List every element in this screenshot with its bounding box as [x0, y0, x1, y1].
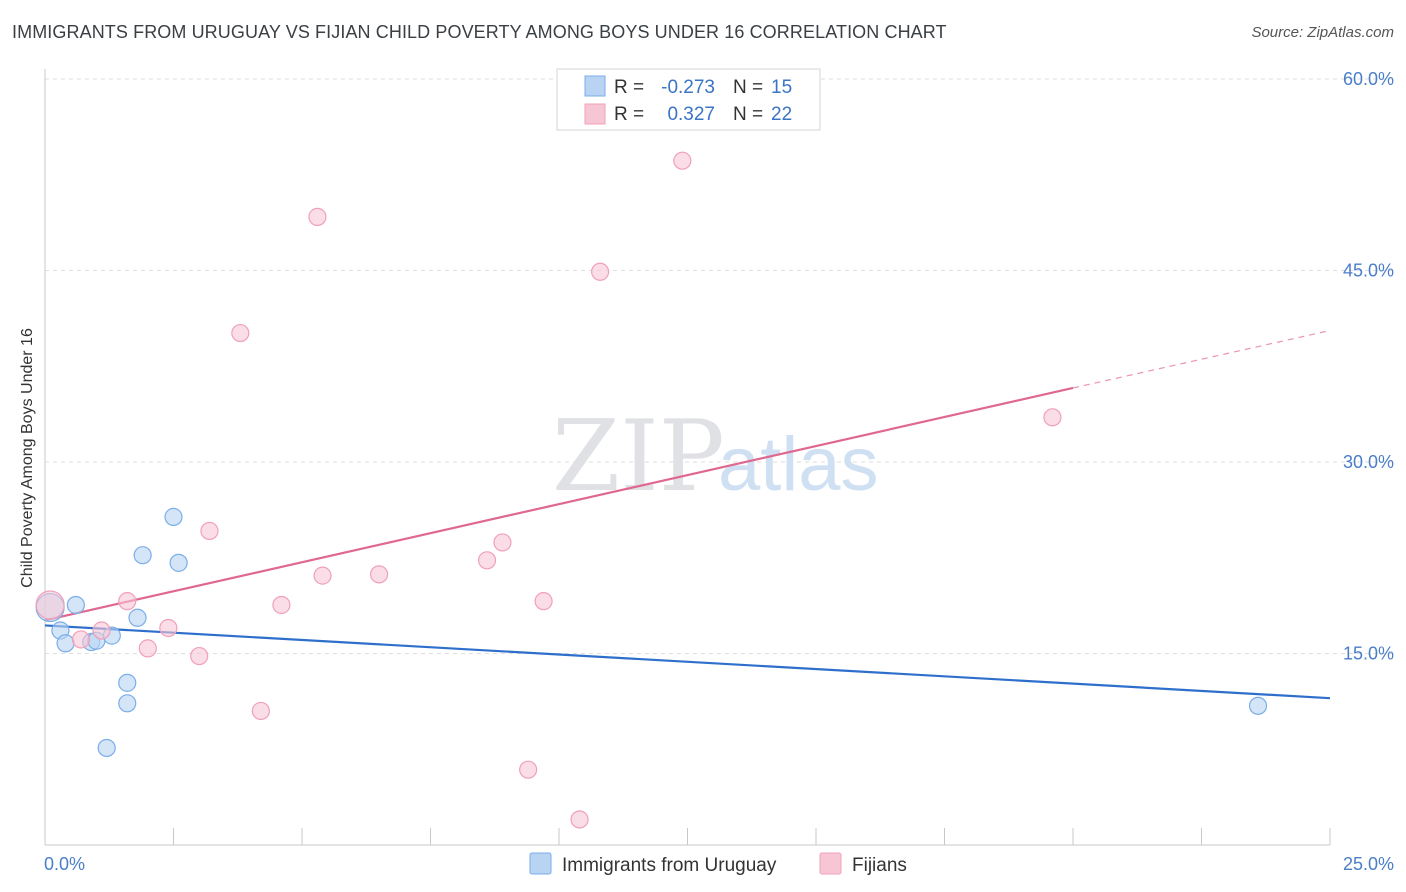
watermark: ZIP atlas [552, 400, 879, 514]
correlation-legend: R = -0.273 N = 15 R = 0.327 N = 22 [556, 68, 821, 131]
uruguay-point [1248, 696, 1268, 715]
y-tick-labels: 15.0% 30.0% 45.0% 60.0% [1343, 69, 1394, 664]
legend-r-label-uruguay: R = [614, 77, 644, 98]
y-tick-label: 30.0% [1343, 452, 1394, 472]
uruguay-point [164, 507, 183, 526]
fijians-point [231, 323, 250, 343]
legend-swatch-fijians [584, 103, 606, 125]
fijians-point [118, 592, 137, 611]
legend-r-label-fijians: R = [614, 104, 644, 125]
watermark-zip: ZIP [552, 400, 725, 514]
x-tick-label-max: 25.0% [1343, 854, 1394, 874]
series-legend: Immigrants from Uruguay Fijians [529, 852, 907, 876]
fijians-point [272, 595, 291, 615]
grid-lines [45, 78, 1394, 654]
uruguay-point [56, 634, 75, 653]
legend-n-label-uruguay: N = [733, 77, 763, 98]
fijians-point [92, 621, 111, 640]
fijians-point [477, 551, 497, 570]
trend-lines [44, 329, 1331, 700]
fijians-point [159, 618, 178, 638]
uruguay-point [97, 738, 116, 758]
fijians-point [570, 810, 589, 829]
series-legend-label-uruguay: Immigrants from Uruguay [562, 855, 777, 876]
x-axis-ticks [44, 828, 1331, 845]
series-legend-swatch-uruguay [529, 852, 552, 875]
uruguay-point [128, 608, 147, 627]
fijians-point [251, 701, 270, 721]
watermark-atlas: atlas [718, 422, 879, 507]
series-legend-swatch-fijians [819, 852, 842, 875]
uruguay-point [169, 553, 188, 572]
uruguay-point [118, 673, 137, 692]
uruguay-point [66, 595, 85, 615]
fijians-point [190, 646, 209, 666]
trend-line-extension-fijians [1072, 329, 1331, 389]
legend-n-value-fijians: 22 [771, 104, 792, 125]
fijians-point [673, 151, 692, 170]
fijians-point [35, 590, 65, 620]
fijians-point [493, 533, 512, 552]
fijians-point [138, 639, 157, 658]
y-tick-label: 60.0% [1343, 69, 1394, 89]
x-tick-label-min: 0.0% [44, 854, 85, 874]
data-points [35, 151, 1268, 829]
fijians-point [71, 630, 91, 649]
source-label: Source: ZipAtlas.com [1251, 24, 1394, 41]
series-legend-label-fijians: Fijians [852, 855, 907, 876]
legend-n-value-uruguay: 15 [771, 77, 792, 98]
trend-line-fijians [44, 386, 1074, 622]
fijians-point [370, 565, 389, 584]
y-axis-title: Child Poverty Among Boys Under 16 [19, 328, 36, 588]
fijians-point [200, 521, 219, 541]
fijians-point [313, 566, 332, 585]
fijians-point [591, 262, 610, 281]
y-tick-label: 15.0% [1343, 644, 1394, 664]
fijians-point [534, 592, 553, 611]
legend-swatch-uruguay [584, 75, 606, 97]
fijians-point [308, 207, 327, 226]
uruguay-point [118, 694, 137, 713]
trend-line-uruguay [44, 624, 1331, 700]
chart-title: IMMIGRANTS FROM URUGUAY VS FIJIAN CHILD … [12, 22, 947, 42]
legend-r-value-fijians: 0.327 [667, 104, 715, 125]
y-tick-label: 45.0% [1343, 261, 1394, 281]
legend-r-value-uruguay: -0.273 [661, 77, 715, 98]
uruguay-point [133, 546, 152, 565]
fijians-point [519, 760, 538, 779]
fijians-point [1043, 408, 1062, 427]
legend-n-label-fijians: N = [733, 104, 763, 125]
